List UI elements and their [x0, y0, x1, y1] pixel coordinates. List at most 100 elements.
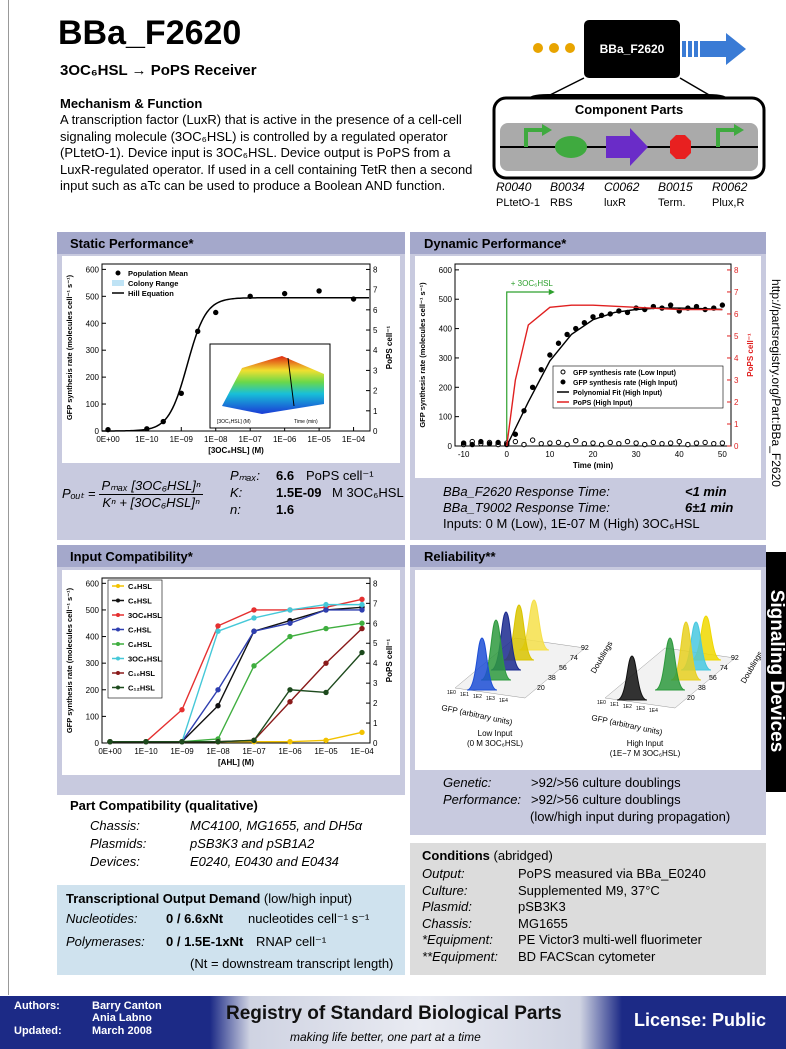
y2-tick-label: 0 [373, 739, 378, 748]
legend-marker [561, 370, 565, 374]
category-box: Signaling Devices [766, 552, 786, 792]
y2-tick-label: 4 [373, 346, 378, 355]
author: Ania Labno [92, 1012, 152, 1024]
data-point [360, 626, 364, 630]
row-value: BD FACScan cytometer [518, 949, 655, 964]
y2-tick-label: 3 [373, 366, 378, 375]
y2-tick-label: 0 [373, 427, 378, 436]
row-value: >92/>56 culture doublings [531, 775, 681, 790]
doublings-tick: 20 [687, 695, 695, 702]
y2-tick-label: 0 [734, 442, 739, 451]
annotation: + 3OC₆HSL [511, 279, 554, 288]
panel-heading: Dynamic Performance* [424, 236, 566, 251]
authors-label: Authors: [14, 1000, 60, 1012]
data-point [360, 621, 364, 625]
data-point [556, 341, 560, 345]
data-point [539, 441, 543, 445]
x-tick-label: 10 [545, 450, 554, 459]
y2-axis-title: PoPS cell⁻¹ [385, 638, 394, 682]
data-point [668, 303, 672, 307]
x-tick-label: 40 [675, 450, 684, 459]
registry: Registry of Standard Biological Parts [226, 1003, 562, 1025]
legend-label: Colony Range [128, 279, 178, 288]
data-point [530, 385, 534, 389]
y-tick-label: 600 [86, 265, 100, 274]
row-value: PE Victor3 multi-well fluorimeter [518, 932, 702, 947]
demand-qualifier: (low/high input) [264, 891, 352, 906]
legend-label: PoPS (High Input) [573, 400, 633, 407]
y-tick-label: 100 [86, 400, 100, 409]
y2-tick-label: 2 [373, 699, 378, 708]
group-label: High Input [627, 739, 664, 748]
data-point [108, 739, 112, 743]
doublings-tick: 92 [731, 655, 739, 662]
gfp-label: GFP (arbitrary units) [591, 713, 664, 737]
data-point [651, 440, 655, 444]
equation-lhs: Pₒᵤₜ = [62, 486, 95, 502]
data-point [179, 391, 183, 395]
param-label: Pₘₐₓ: [230, 468, 260, 484]
doublings-tick: 20 [537, 685, 545, 692]
row-label: Genetic: [443, 775, 491, 790]
input-molecule [565, 43, 575, 53]
data-point [625, 439, 629, 443]
legend-marker [561, 380, 565, 384]
gfp-tick: 1E3 [636, 706, 645, 712]
data-point [252, 664, 256, 668]
legend-label: Hill Equation [128, 289, 174, 298]
y-tick-label: 400 [86, 633, 100, 642]
data-point [252, 629, 256, 633]
part-name: RBS [550, 197, 573, 209]
data-point [668, 441, 672, 445]
reliability-plot: 9274563820Doublings1E01E11E21E31E4GFP (a… [415, 570, 761, 770]
legend-marker [116, 599, 120, 603]
y-tick-label: 300 [86, 659, 100, 668]
tagline: making life better, one part at a time [290, 1030, 481, 1044]
x-tick-label: 1E−09 [170, 435, 194, 444]
legend-label: 3OC₈HSL [128, 655, 162, 664]
y-tick-label: 200 [86, 373, 100, 382]
legend-label: GFP synthesis rate (High Input) [573, 380, 678, 387]
x-tick-label: 1E−08 [206, 747, 230, 756]
y2-tick-label: 6 [373, 619, 378, 628]
gfp-tick: 1E3 [486, 696, 495, 702]
parts-list: R0040PLtetO-1B0034RBSC0062luxRB0015Term.… [488, 180, 770, 220]
panel-heading: Static Performance* [70, 236, 194, 251]
gfp-tick: 1E2 [623, 704, 632, 710]
param-label: n: [230, 502, 241, 517]
data-point [216, 704, 220, 708]
input-molecule [549, 43, 559, 53]
x-axis-title: [3OC₆HSL] (M) [208, 446, 264, 455]
data-point [539, 367, 543, 371]
param-value: 6.6 [276, 468, 294, 483]
legend-label: Population Mean [128, 269, 188, 278]
x-tick-label: 1E−05 [307, 435, 331, 444]
y2-tick-label: 7 [734, 288, 739, 297]
panel-heading: Reliability** [424, 549, 496, 564]
y-tick-label: 600 [439, 266, 453, 275]
data-point [487, 441, 491, 445]
legend-label: Polynomial Fit (High Input) [573, 390, 662, 397]
data-point [324, 738, 328, 742]
gfp-tick: 1E2 [473, 694, 482, 700]
row-value: Supplemented M9, 37°C [518, 883, 660, 898]
data-point [660, 441, 664, 445]
data-point [145, 427, 149, 431]
data-point [214, 310, 218, 314]
row-label: Chassis: [90, 818, 140, 833]
data-point [582, 441, 586, 445]
gfp-tick: 1E1 [460, 692, 469, 698]
y2-axis-title: PoPS cell⁻¹ [385, 325, 394, 369]
y-tick-label: 200 [86, 686, 100, 695]
param-unit: PoPS cell⁻¹ [306, 468, 374, 484]
legend-label: C₈HSL [128, 640, 152, 649]
data-point [360, 608, 364, 612]
y-axis-title: GFP synthesis rate (molecules cell⁻¹ s⁻¹… [418, 282, 427, 428]
legend-marker [116, 671, 120, 675]
inputs-note: Inputs: 0 M (Low), 1E-07 M (High) 3OC₆HS… [443, 516, 700, 531]
row-value: 0 / 6.6xNt [166, 911, 223, 926]
row-value: 6±1 min [685, 500, 733, 515]
legend-marker [116, 657, 120, 661]
legend-marker [116, 613, 120, 617]
y2-tick-label: 7 [373, 286, 378, 295]
